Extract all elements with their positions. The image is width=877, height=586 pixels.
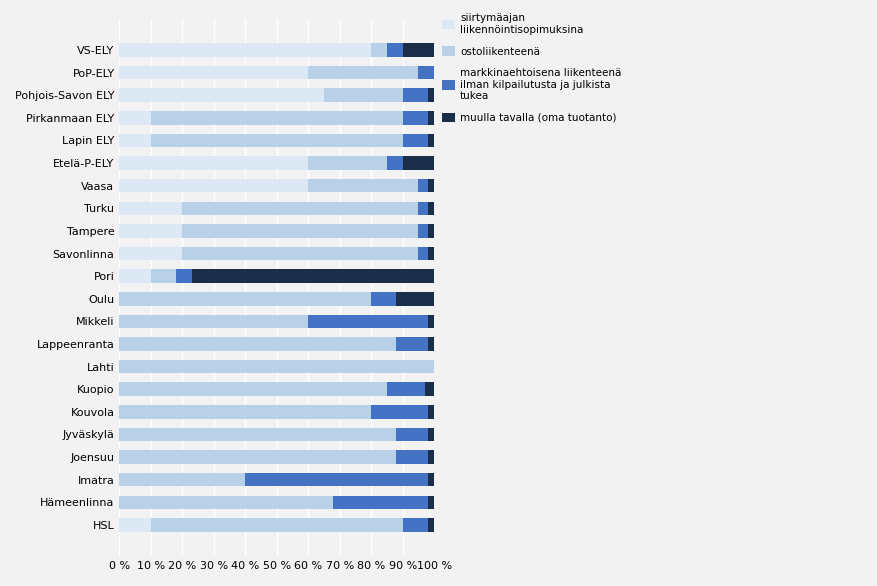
Legend: siirtymäajan
liikennöintisopimuksina, ostoliikenteenä, markkinaehtoisena liikent: siirtymäajan liikennöintisopimuksina, os… [443, 13, 622, 123]
Bar [428, 518, 434, 532]
Bar [371, 43, 387, 57]
Bar [151, 111, 403, 125]
Bar [418, 247, 428, 260]
Bar [119, 134, 151, 147]
Bar [403, 111, 428, 125]
Bar [387, 43, 403, 57]
Bar [387, 156, 403, 170]
Bar [119, 247, 182, 260]
Bar [182, 202, 418, 215]
Bar [403, 156, 434, 170]
Bar [428, 473, 434, 486]
Bar [119, 496, 333, 509]
Bar [151, 518, 403, 532]
Bar [396, 337, 428, 351]
Bar [418, 66, 434, 80]
Bar [308, 179, 418, 192]
Bar [428, 202, 434, 215]
Bar [119, 179, 308, 192]
Bar [403, 43, 434, 57]
Bar [119, 473, 246, 486]
Bar [119, 360, 434, 373]
Bar [176, 270, 192, 283]
Bar [428, 247, 434, 260]
Bar [428, 179, 434, 192]
Bar [119, 315, 308, 328]
Bar [418, 224, 428, 238]
Bar [428, 428, 434, 441]
Bar [428, 450, 434, 464]
Bar [428, 134, 434, 147]
Bar [119, 43, 371, 57]
Bar [182, 247, 418, 260]
Bar [396, 450, 428, 464]
Bar [119, 383, 387, 396]
Bar [119, 111, 151, 125]
Bar [418, 202, 428, 215]
Bar [119, 202, 182, 215]
Bar [371, 405, 428, 418]
Bar [151, 270, 176, 283]
Bar [119, 428, 396, 441]
Bar [428, 224, 434, 238]
Bar [308, 315, 428, 328]
Bar [428, 315, 434, 328]
Bar [387, 383, 424, 396]
Bar [119, 88, 324, 102]
Bar [403, 134, 428, 147]
Bar [119, 450, 396, 464]
Bar [428, 88, 434, 102]
Bar [119, 224, 182, 238]
Bar [119, 337, 396, 351]
Bar [428, 405, 434, 418]
Bar [396, 428, 428, 441]
Bar [151, 134, 403, 147]
Bar [119, 405, 371, 418]
Bar [424, 383, 434, 396]
Bar [308, 156, 387, 170]
Bar [119, 66, 308, 80]
Bar [308, 66, 418, 80]
Bar [403, 518, 428, 532]
Bar [119, 518, 151, 532]
Bar [246, 473, 428, 486]
Bar [428, 496, 434, 509]
Bar [403, 88, 428, 102]
Bar [324, 88, 403, 102]
Bar [192, 270, 434, 283]
Bar [119, 156, 308, 170]
Bar [428, 111, 434, 125]
Bar [119, 270, 151, 283]
Bar [119, 292, 371, 305]
Bar [371, 292, 396, 305]
Bar [418, 179, 428, 192]
Bar [428, 337, 434, 351]
Bar [333, 496, 428, 509]
Bar [182, 224, 418, 238]
Bar [396, 292, 434, 305]
